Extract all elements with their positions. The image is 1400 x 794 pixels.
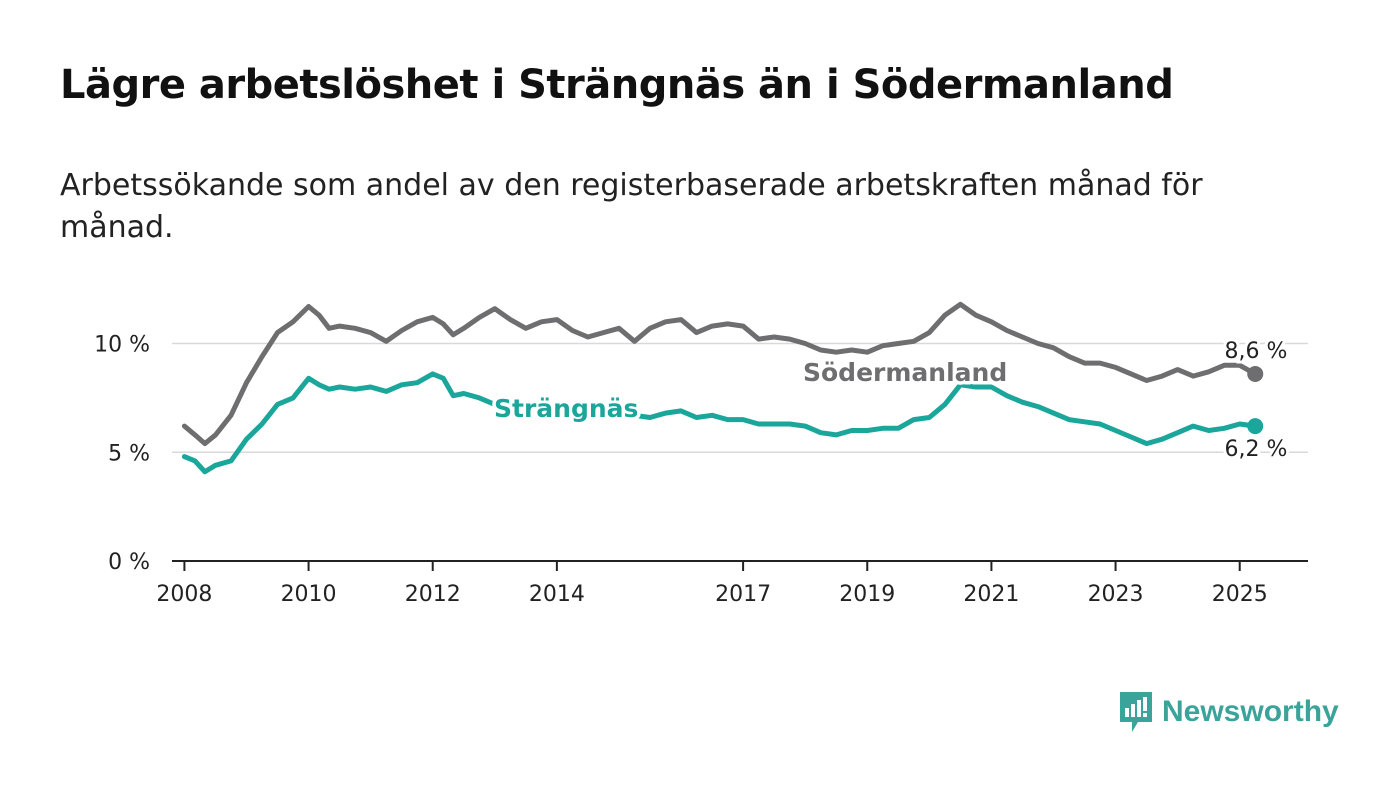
x-tick-label: 2008 (156, 582, 212, 607)
chart-subtitle: Arbetssökande som andel av den registerb… (60, 168, 1203, 245)
series-line-sodermanland (181, 301, 1258, 447)
series-labels: Södermanland Strängnäs 8,6 % 6,2 % (491, 336, 1291, 465)
newsworthy-logo-icon (1120, 692, 1152, 732)
x-tick-label: 2019 (839, 582, 895, 607)
y-tick-label: 0 % (108, 550, 150, 575)
series-label-strangnas: Strängnäs (494, 394, 638, 423)
chart-axes: 0 % 5 % 10 % 2008 2010 2012 2014 2017 2019 2021 20… (94, 333, 1308, 607)
x-tick-label: 2025 (1212, 582, 1268, 607)
x-tick-label: 2012 (405, 582, 461, 607)
x-tick-label: 2010 (281, 582, 337, 607)
series-lines (181, 301, 1264, 475)
y-tick-label: 10 % (94, 333, 150, 358)
gridlines (172, 342, 1308, 453)
end-point-sodermanland (1247, 365, 1264, 382)
y-tick-label: 5 % (108, 441, 150, 466)
chart-title: Lägre arbetslöshet i Strängnäs än i Söde… (60, 62, 1174, 108)
series-line-strangnas (181, 371, 1258, 475)
x-tick-label: 2014 (529, 582, 585, 607)
newsworthy-brand[interactable]: Newsworthy (1118, 690, 1339, 734)
end-point-strangnas (1247, 418, 1264, 435)
series-label-sodermanland: Södermanland (803, 358, 1007, 387)
x-tick-label: 2021 (963, 582, 1019, 607)
x-tick-label: 2017 (715, 582, 771, 607)
brand-name: Newsworthy (1162, 695, 1339, 728)
x-tick-label: 2023 (1088, 582, 1144, 607)
last-value-label-sodermanland: 8,6 % (1225, 339, 1288, 364)
last-value-label-strangnas: 6,2 % (1225, 437, 1288, 462)
